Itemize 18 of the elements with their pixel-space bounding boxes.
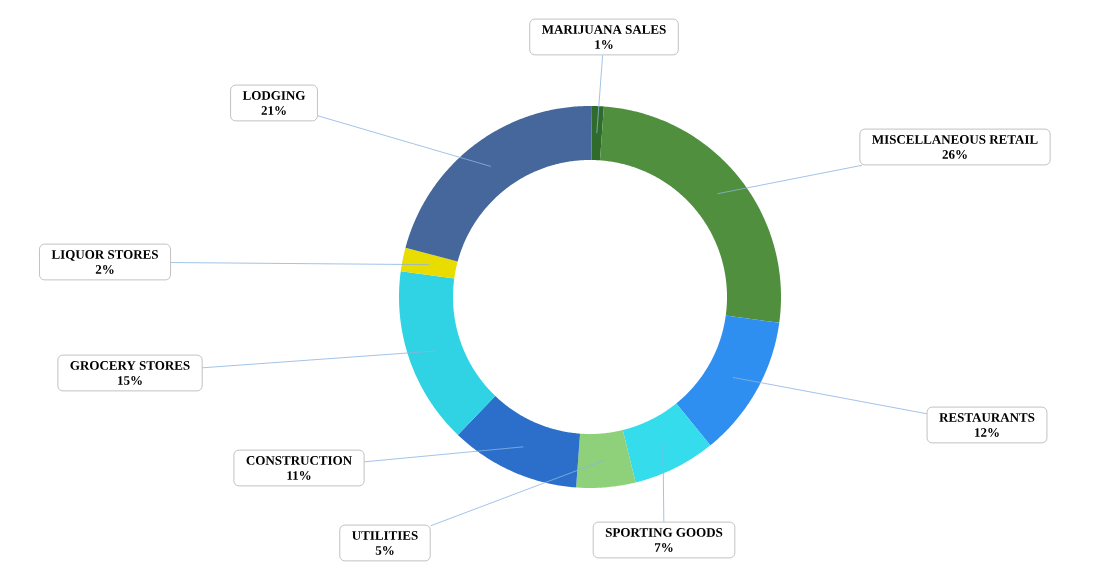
data-label: 21% bbox=[261, 106, 286, 115]
data-label: 7% bbox=[654, 543, 673, 552]
data-label: 12% bbox=[975, 428, 999, 437]
slice-label: MISCELLANEOUS RETAIL bbox=[872, 135, 1038, 144]
slice-label: MARIJUANA SALES bbox=[541, 25, 666, 34]
slice-label: CONSTRUCTION bbox=[246, 456, 352, 465]
data-label: 1% bbox=[595, 40, 613, 49]
slice-label: LIQUOR STORES bbox=[51, 250, 158, 261]
slice-label: RESTAURANTS bbox=[939, 413, 1035, 422]
slice-label: SPORTING GOODS bbox=[605, 528, 723, 537]
slice-label: LODGING bbox=[242, 91, 306, 100]
slice-label: UTILITIES bbox=[352, 531, 418, 540]
data-label: 5% bbox=[375, 546, 394, 555]
data-label: 2% bbox=[95, 265, 114, 274]
data-label: 26% bbox=[942, 150, 967, 159]
slice-label: GROCERY STORES bbox=[70, 361, 190, 370]
data-label: 15% bbox=[118, 376, 142, 385]
data-label: 11% bbox=[287, 471, 311, 480]
